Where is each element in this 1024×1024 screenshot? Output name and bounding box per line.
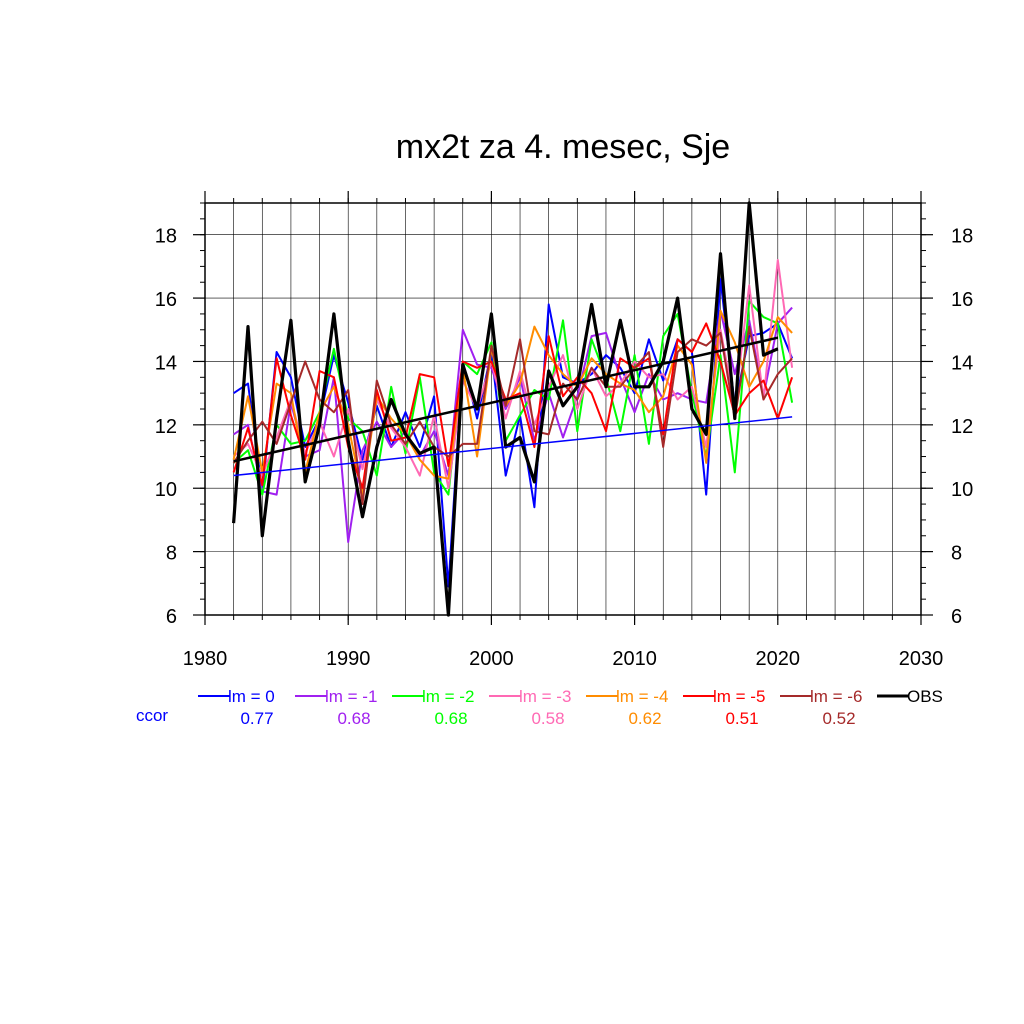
ccor-value: 0.68 [434,709,467,728]
x-tick-label: 1990 [326,648,371,670]
ccor-label: ccor [136,706,168,725]
y-tick-label-left: 8 [166,543,177,565]
legend-label: lm = -4 [616,687,668,706]
x-tick-label: 1980 [183,648,228,670]
y-tick-label-right: 10 [951,479,973,501]
series-lines [232,201,794,617]
legend-label: lm = 0 [228,687,275,706]
ccor-value: 0.68 [337,709,370,728]
grid [205,203,921,616]
ccor-value: 0.52 [822,709,855,728]
legend-label: lm = -3 [519,687,571,706]
y-tick-label-right: 12 [951,416,973,438]
legend-label: lm = -5 [713,687,765,706]
trend-line-obs-trend [233,336,779,463]
series-line-lm-4 [232,309,793,496]
ccor-value: 0.58 [531,709,564,728]
x-tick-label: 2010 [612,648,657,670]
trend-line-lm-0-trend [233,416,793,477]
trend-lines [233,336,793,477]
y-tick-label-right: 16 [951,289,973,311]
legend-label: lm = -6 [810,687,862,706]
y-tick-label-left: 12 [155,416,177,438]
series-line-lm-6 [232,325,793,506]
y-tick-label-left: 18 [155,226,177,248]
x-tick-label: 2030 [899,648,944,670]
legend: lm = 0 0.77 lm = -1 0.68 lm = -2 0.68 lm = -3 0… [136,687,943,728]
y-tick-label-left: 6 [166,606,177,628]
legend-label: OBS [907,687,943,706]
y-tick-label-left: 10 [155,479,177,501]
y-tick-label-right: 14 [951,352,973,374]
chart-title: mx2t za 4. mesec, Sje [396,128,730,166]
y-tick-label-right: 18 [951,226,973,248]
legend-label: lm = -2 [422,687,474,706]
plot-frame [204,202,922,616]
y-tick-label-left: 16 [155,289,177,311]
ccor-value: 0.51 [725,709,758,728]
ccor-value: 0.77 [240,709,273,728]
y-tick-label-right: 8 [951,543,962,565]
x-tick-label: 2000 [469,648,514,670]
legend-label: lm = -1 [325,687,377,706]
axis-ticks: 1980 1990 2000 2010 2020 2030 6 6 8 8 10 10 12 12 14 14… [155,191,973,670]
y-tick-label-right: 6 [951,606,962,628]
ccor-value: 0.62 [628,709,661,728]
x-tick-label: 2020 [756,648,801,670]
y-tick-label-left: 14 [155,352,177,374]
